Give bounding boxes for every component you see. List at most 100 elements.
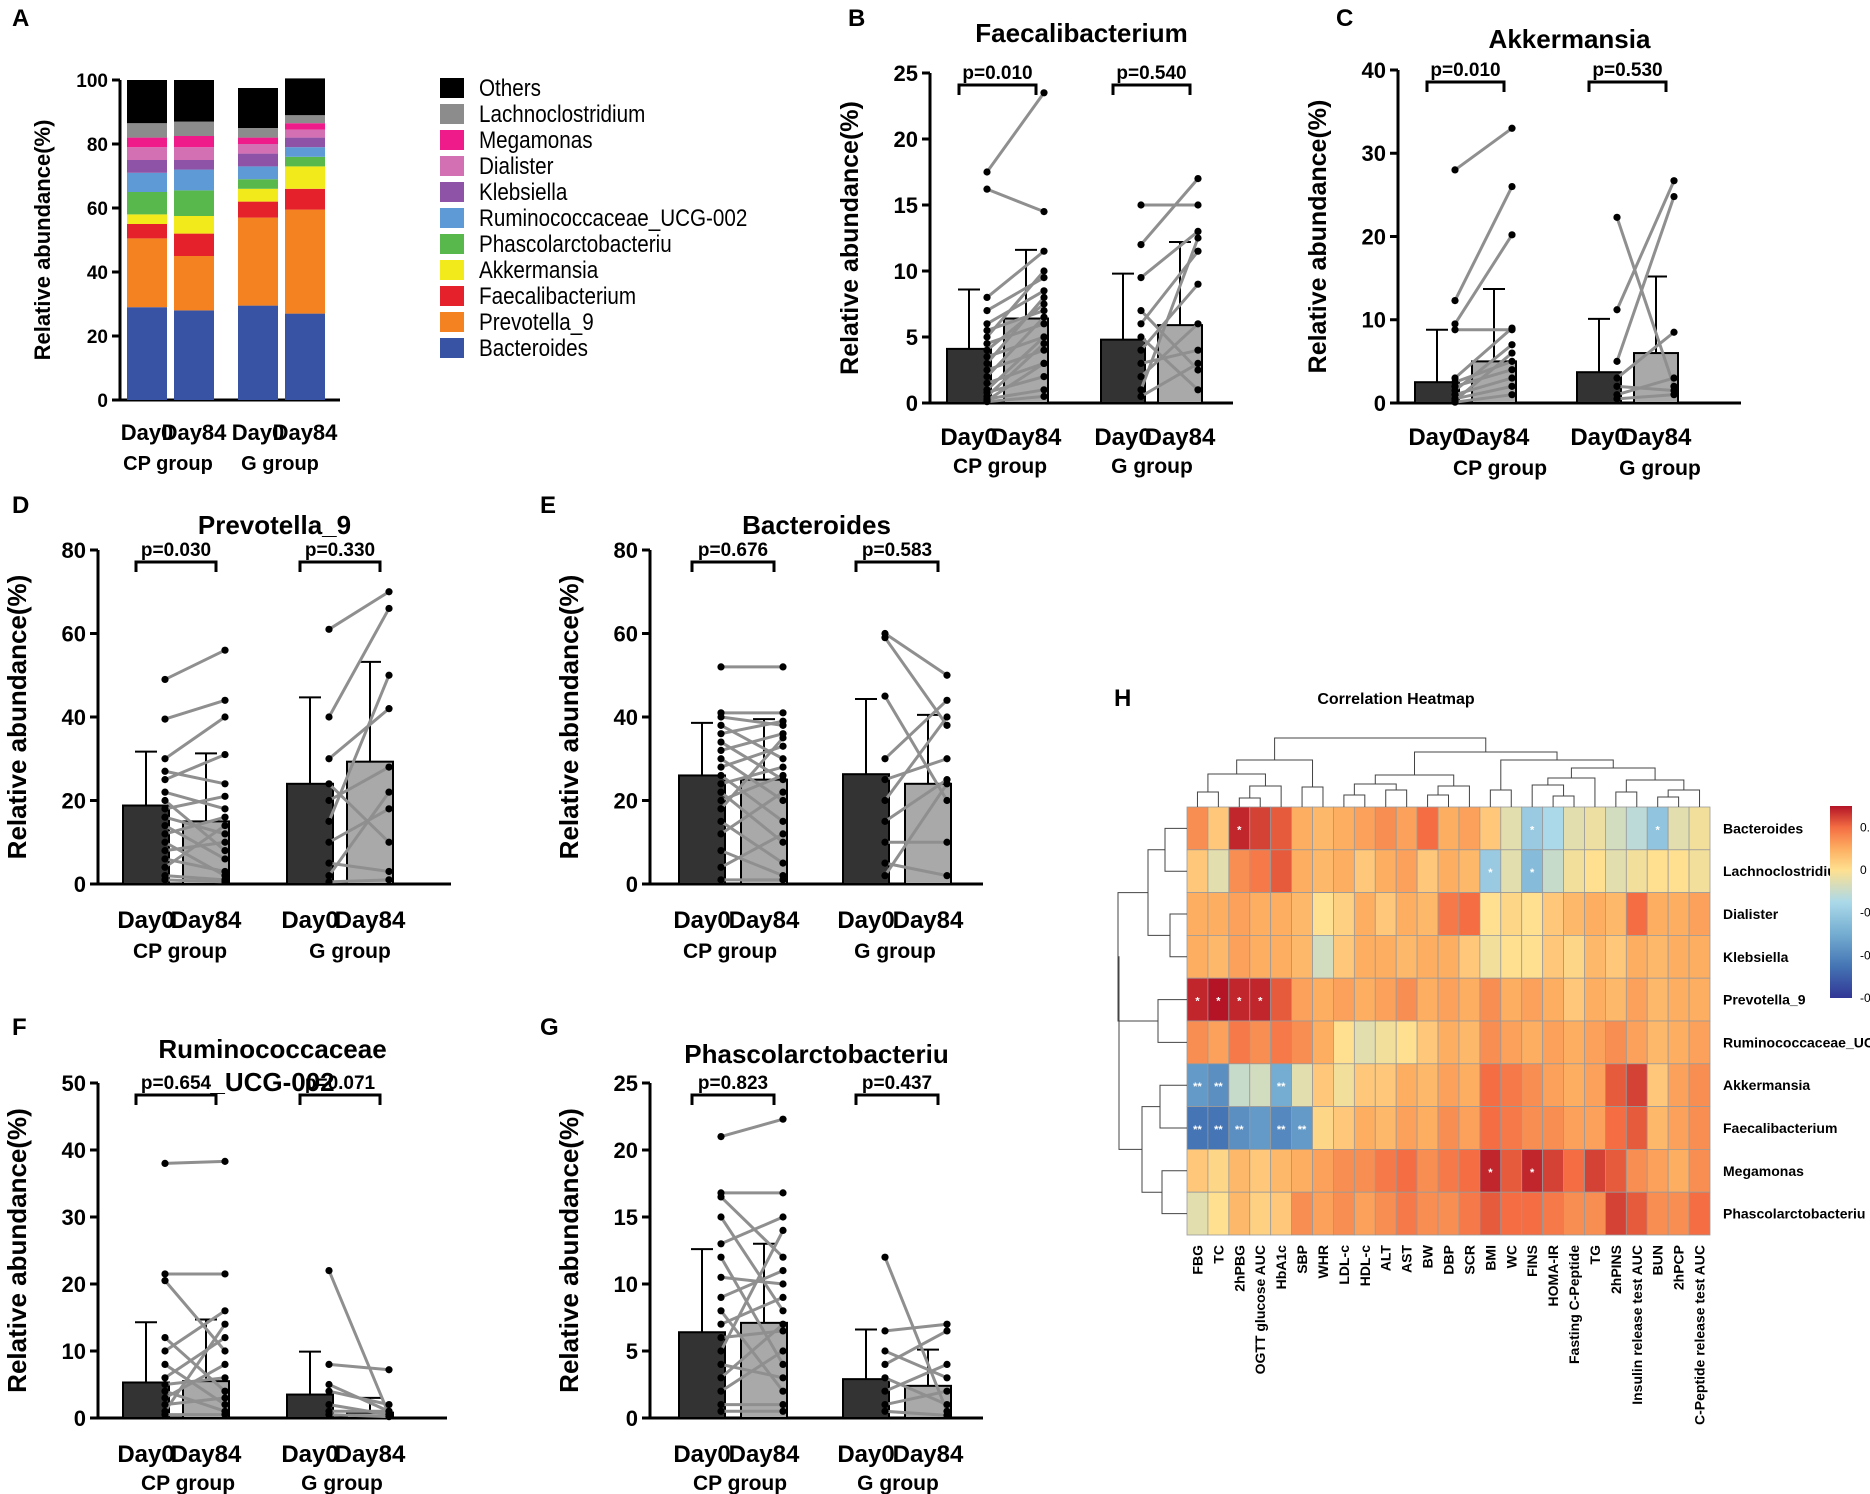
- data-point: [717, 763, 725, 771]
- pair-line: [327, 1270, 391, 1416]
- pair-line: [1454, 359, 1513, 384]
- heatmap-cell: [1521, 892, 1544, 936]
- stack-segment-bacteroides: [238, 305, 278, 400]
- y-tick-label: 20: [894, 127, 918, 152]
- pair-line: [720, 1349, 784, 1393]
- data-point: [385, 838, 393, 846]
- data-point: [1194, 346, 1202, 354]
- pair-line: [164, 824, 226, 869]
- stack-segment-lachnoclostridium: [127, 123, 167, 138]
- pair-line: [164, 815, 226, 836]
- pair-line: [164, 1363, 226, 1400]
- data-point: [161, 788, 169, 796]
- data-point: [325, 838, 333, 846]
- significance-star: *: [1237, 996, 1242, 1008]
- y-tick-label: 5: [906, 325, 918, 350]
- significance-bracket: [134, 560, 218, 572]
- heatmap-cell: [1646, 1020, 1669, 1065]
- y-axis-label: Relative abundance(%): [836, 101, 864, 375]
- data-point: [161, 821, 169, 830]
- heatmap-cell: [1542, 1191, 1564, 1236]
- data-point: [385, 588, 393, 596]
- data-point: [221, 750, 229, 759]
- stack-segment-akkermansia: [285, 166, 325, 189]
- heatmap-cell: [1458, 1063, 1481, 1108]
- data-point: [1613, 306, 1621, 314]
- data-point: [779, 663, 787, 671]
- heatmap-cell: [1416, 849, 1439, 893]
- dendrogram-branch: [1207, 773, 1266, 792]
- pair-line: [164, 790, 226, 811]
- heatmap-cell: [1521, 1063, 1544, 1108]
- data-point: [325, 878, 333, 886]
- data-point: [1040, 247, 1048, 255]
- heatmap-cell: [1605, 935, 1627, 979]
- heatmap-cell: [1312, 806, 1334, 851]
- data-point: [943, 713, 951, 721]
- heatmap-cell: [1228, 1063, 1251, 1108]
- heatmap-cell: [1605, 1020, 1627, 1065]
- heatmap-cell: [1500, 1149, 1523, 1193]
- stack-segment-ruminococcaceae-ucg-002: [238, 166, 278, 180]
- pair-line: [163, 1323, 227, 1413]
- column-label: 2hPCP: [1671, 1245, 1687, 1290]
- heatmap-cell: [1374, 1191, 1397, 1236]
- pair-line: [719, 1229, 785, 1352]
- pair-line: [720, 832, 784, 869]
- heatmap-cell: [1395, 1106, 1418, 1150]
- heatmap-cell: [1416, 977, 1439, 1022]
- data-point: [881, 692, 889, 700]
- heatmap-cell: [1625, 1149, 1648, 1193]
- data-point: [325, 872, 333, 880]
- data-point: [1508, 391, 1516, 399]
- data-point: [943, 1411, 951, 1419]
- heatmap-cell: [1186, 849, 1209, 893]
- row-label: Akkermansia: [1723, 1077, 1810, 1093]
- heatmap-cell: [1542, 977, 1564, 1022]
- data-point: [1040, 313, 1048, 321]
- data-point: [1137, 307, 1145, 315]
- legend-label: Phascolarctobacteriu: [479, 231, 672, 258]
- y-tick-label: 15: [894, 193, 918, 218]
- column-label: SCR: [1461, 1245, 1477, 1275]
- pair-line: [720, 719, 784, 736]
- heatmap-cell: [1625, 935, 1648, 979]
- panel-d: D Prevotella_9 0 20 40 60 80 Relative abundance…: [2, 492, 451, 963]
- dendrogram-branch: [1667, 789, 1701, 807]
- pair-line: [986, 187, 1045, 213]
- stack-segment-prevotella-9: [285, 209, 325, 314]
- data-point: [717, 746, 725, 755]
- heatmap-cell: [1584, 1191, 1606, 1236]
- bar: [286, 782, 334, 885]
- stack-segment-faecalibacterium: [238, 201, 278, 218]
- data-point: [1137, 346, 1145, 354]
- x-tick-label: Day84: [162, 420, 228, 445]
- heatmap-cell: [1563, 806, 1585, 851]
- data-point: [1508, 349, 1516, 357]
- bar: [842, 773, 890, 886]
- stack-segment-faecalibacterium: [285, 188, 325, 210]
- heatmap-cell: [1249, 1020, 1272, 1065]
- heatmap-cell: [1291, 1063, 1313, 1108]
- data-point: [161, 1270, 169, 1278]
- dendrogram-branch: [1274, 737, 1487, 760]
- heatmap-cell: [1625, 1106, 1648, 1150]
- data-point: [221, 1394, 229, 1402]
- column-label: HOMA-IR: [1545, 1245, 1561, 1306]
- significance-bracket: [134, 1093, 218, 1105]
- data-point: [717, 805, 725, 813]
- heatmap-cell: [1458, 849, 1481, 893]
- heatmap-cell: [1228, 1149, 1251, 1193]
- data-point: [161, 755, 169, 763]
- heatmap-cell: [1291, 935, 1313, 979]
- data-point: [1137, 274, 1145, 282]
- legend-swatch: [440, 104, 464, 124]
- data-point: [385, 805, 393, 813]
- p-value-label: p=0.823: [698, 1073, 768, 1094]
- data-point: [983, 346, 991, 354]
- dendrogram-branch: [1164, 827, 1187, 872]
- heatmap-cell: [1542, 1149, 1564, 1193]
- dendrogram-branch: [1427, 794, 1449, 807]
- pair-line: [986, 289, 1045, 326]
